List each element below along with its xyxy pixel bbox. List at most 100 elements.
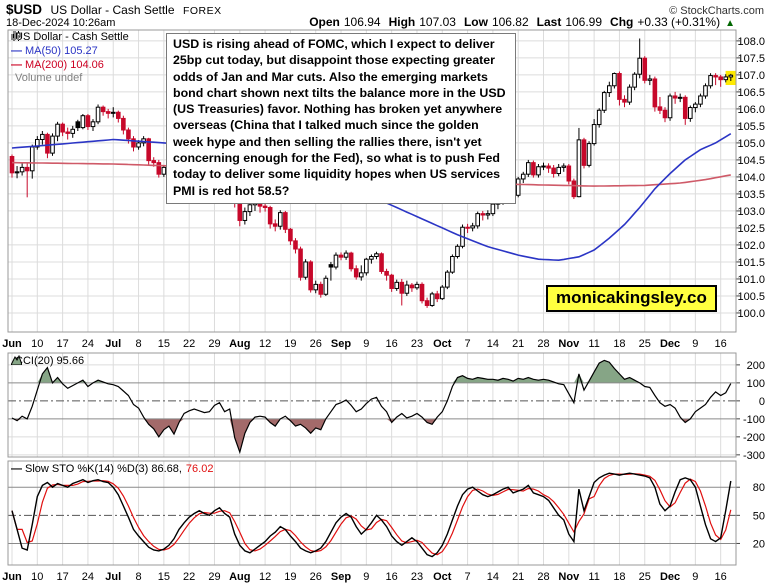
legend-title: US Dollar - Cash Settle bbox=[15, 31, 129, 43]
svg-text:200: 200 bbox=[747, 360, 765, 372]
low-label: Low bbox=[463, 15, 488, 29]
svg-text:-100: -100 bbox=[743, 414, 765, 426]
svg-text:Dec: Dec bbox=[660, 338, 680, 350]
svg-text:0: 0 bbox=[759, 396, 765, 408]
svg-text:24: 24 bbox=[82, 338, 94, 350]
svg-text:15: 15 bbox=[158, 571, 170, 583]
svg-text:19: 19 bbox=[284, 338, 296, 350]
legend-ma50: MA(50) 105.27 bbox=[25, 44, 98, 57]
quote-strip: Open 106.94 High 107.03 Low 106.82 Last 106.… bbox=[309, 15, 735, 29]
ma200-line-icon: — bbox=[11, 58, 22, 71]
svg-text:23: 23 bbox=[411, 338, 423, 350]
svg-text:Nov: Nov bbox=[558, 571, 580, 583]
sto-label: Slow STO %K(14) %D(3) 86.68, bbox=[25, 463, 182, 475]
svg-text:24: 24 bbox=[82, 571, 94, 583]
svg-text:16: 16 bbox=[715, 571, 727, 583]
svg-text:106.0: 106.0 bbox=[737, 104, 765, 116]
svg-text:10: 10 bbox=[31, 338, 43, 350]
svg-text:Jun: Jun bbox=[2, 338, 22, 350]
svg-text:28: 28 bbox=[537, 571, 549, 583]
svg-text:103.0: 103.0 bbox=[737, 206, 765, 218]
annotation-note: USD is rising ahead of FOMC, which I exp… bbox=[166, 33, 516, 204]
up-triangle-icon: ▲ bbox=[725, 18, 735, 29]
ma50-line-icon: — bbox=[11, 44, 22, 57]
svg-text:29: 29 bbox=[208, 571, 220, 583]
last-label: Last bbox=[536, 15, 562, 29]
svg-text:12: 12 bbox=[259, 571, 271, 583]
svg-text:21: 21 bbox=[512, 571, 524, 583]
svg-text:14: 14 bbox=[487, 571, 499, 583]
svg-text:Sep: Sep bbox=[331, 571, 351, 583]
svg-text:28: 28 bbox=[537, 338, 549, 350]
svg-text:102.5: 102.5 bbox=[737, 223, 765, 235]
svg-text:108.0: 108.0 bbox=[737, 36, 765, 48]
svg-text:-200: -200 bbox=[743, 432, 765, 444]
svg-text:23: 23 bbox=[411, 571, 423, 583]
svg-text:100.0: 100.0 bbox=[737, 308, 765, 320]
sto-line-icon: — bbox=[11, 463, 22, 475]
chart-header: $USD US Dollar - Cash Settle FOREX © Sto… bbox=[6, 1, 764, 19]
svg-text:101.0: 101.0 bbox=[737, 274, 765, 286]
svg-text:9: 9 bbox=[692, 338, 698, 350]
svg-text:14: 14 bbox=[487, 338, 499, 350]
svg-text:11: 11 bbox=[588, 338, 599, 350]
svg-text:100.5: 100.5 bbox=[737, 291, 765, 303]
svg-text:80: 80 bbox=[753, 482, 765, 494]
svg-text:104.5: 104.5 bbox=[737, 155, 765, 167]
svg-text:Aug: Aug bbox=[229, 338, 250, 350]
main-legend: US Dollar - Cash Settle — MA(50) 105.27 … bbox=[11, 31, 129, 86]
svg-text:26: 26 bbox=[310, 338, 322, 350]
chg-value: +0.33 (+0.31%) bbox=[637, 15, 721, 29]
svg-text:104.0: 104.0 bbox=[737, 172, 765, 184]
svg-text:8: 8 bbox=[135, 571, 141, 583]
svg-text:16: 16 bbox=[386, 571, 398, 583]
copyright-text: © StockCharts.com bbox=[669, 5, 764, 17]
svg-text:Jul: Jul bbox=[105, 571, 121, 583]
svg-text:101.5: 101.5 bbox=[737, 257, 765, 269]
svg-text:102.0: 102.0 bbox=[737, 240, 765, 252]
exchange-label: FOREX bbox=[182, 5, 222, 17]
svg-text:7: 7 bbox=[465, 571, 471, 583]
svg-text:11: 11 bbox=[588, 571, 599, 583]
open-label: Open bbox=[309, 15, 340, 29]
svg-text:105.0: 105.0 bbox=[737, 138, 765, 150]
svg-text:105.5: 105.5 bbox=[737, 121, 765, 133]
svg-text:25: 25 bbox=[639, 571, 651, 583]
svg-text:100: 100 bbox=[747, 378, 765, 390]
svg-text:Sep: Sep bbox=[331, 338, 351, 350]
low-value: 106.82 bbox=[491, 15, 529, 29]
svg-text:18: 18 bbox=[613, 571, 625, 583]
legend-volume: Volume undef bbox=[15, 72, 83, 85]
last-value: 106.99 bbox=[565, 15, 603, 29]
high-label: High bbox=[388, 15, 416, 29]
svg-text:22: 22 bbox=[183, 338, 195, 350]
svg-text:Oct: Oct bbox=[433, 338, 452, 350]
legend-ma50-row: — MA(50) 105.27 bbox=[11, 45, 129, 59]
cci-legend: CCI(20) 95.66 bbox=[11, 355, 84, 367]
svg-text:16: 16 bbox=[386, 338, 398, 350]
svg-text:19: 19 bbox=[284, 571, 296, 583]
svg-text:20: 20 bbox=[753, 538, 765, 550]
svg-text:12: 12 bbox=[259, 338, 271, 350]
legend-ma200: MA(200) 104.06 bbox=[25, 58, 104, 71]
svg-text:9: 9 bbox=[363, 571, 369, 583]
svg-text:Aug: Aug bbox=[229, 571, 250, 583]
svg-text:9: 9 bbox=[363, 338, 369, 350]
sto-d-value: 76.02 bbox=[185, 463, 214, 475]
svg-text:25: 25 bbox=[639, 338, 651, 350]
svg-text:103.5: 103.5 bbox=[737, 189, 765, 201]
datetime-label: 18-Dec-2024 10:26am bbox=[6, 17, 116, 29]
legend-ma200-row: — MA(200) 104.06 bbox=[11, 59, 129, 73]
svg-text:Nov: Nov bbox=[558, 338, 580, 350]
svg-text:17: 17 bbox=[56, 338, 68, 350]
svg-text:17: 17 bbox=[56, 571, 68, 583]
chg-label: Chg bbox=[610, 15, 634, 29]
header-left: $USD US Dollar - Cash Settle FOREX bbox=[6, 1, 222, 19]
svg-text:Jul: Jul bbox=[105, 338, 121, 350]
svg-text:18: 18 bbox=[613, 338, 625, 350]
svg-text:15: 15 bbox=[158, 338, 170, 350]
svg-text:-300: -300 bbox=[743, 450, 765, 462]
legend-volume-row: Volume undef bbox=[11, 31, 129, 86]
legend-title-row: US Dollar - Cash Settle bbox=[11, 31, 129, 45]
